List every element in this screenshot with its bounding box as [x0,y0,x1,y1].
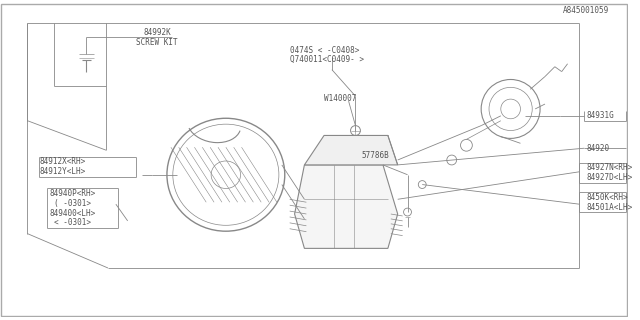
Text: 84931G: 84931G [586,111,614,120]
Text: 84927D<LH>: 84927D<LH> [586,173,632,182]
Text: ( -0301>: ( -0301> [54,199,91,208]
Text: 84501A<LH>: 84501A<LH> [586,203,632,212]
Text: A845001059: A845001059 [563,6,609,15]
Text: 84927N<RH>: 84927N<RH> [586,163,632,172]
Text: Q740011<C0409- >: Q740011<C0409- > [290,55,364,64]
Text: 57786B: 57786B [362,151,389,160]
Text: W140007: W140007 [324,94,356,103]
Text: 0474S < -C0408>: 0474S < -C0408> [290,45,359,54]
Text: 84912X<RH>: 84912X<RH> [39,157,86,166]
Text: 849400<LH>: 849400<LH> [49,209,95,218]
Text: 84940P<RH>: 84940P<RH> [49,189,95,198]
Text: 84920: 84920 [586,144,609,153]
Polygon shape [305,135,397,165]
Text: SCREW KIT: SCREW KIT [136,38,178,47]
Text: 84912Y<LH>: 84912Y<LH> [39,167,86,176]
Text: 84992K: 84992K [143,28,171,37]
Polygon shape [294,165,397,248]
Text: 8450K<RH>: 8450K<RH> [586,193,628,202]
Text: < -0301>: < -0301> [54,218,91,227]
